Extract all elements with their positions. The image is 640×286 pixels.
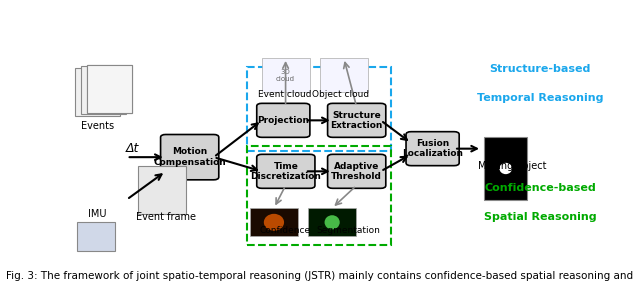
Text: Confidence: Confidence bbox=[259, 226, 310, 235]
FancyBboxPatch shape bbox=[484, 137, 527, 200]
Ellipse shape bbox=[499, 163, 512, 174]
FancyBboxPatch shape bbox=[257, 154, 315, 188]
Text: Event frame: Event frame bbox=[136, 212, 196, 222]
Text: Temporal Reasoning: Temporal Reasoning bbox=[477, 93, 604, 103]
Text: Motion
Compensation: Motion Compensation bbox=[154, 148, 226, 167]
Text: Structure
Extraction: Structure Extraction bbox=[330, 111, 383, 130]
Text: Moving object: Moving object bbox=[478, 161, 547, 171]
Text: Spatial Reasoning: Spatial Reasoning bbox=[484, 212, 596, 222]
Text: Confidence-based: Confidence-based bbox=[484, 183, 596, 193]
Text: IMU: IMU bbox=[88, 209, 107, 219]
FancyBboxPatch shape bbox=[328, 103, 386, 137]
Text: Segmentation: Segmentation bbox=[316, 226, 380, 235]
Ellipse shape bbox=[264, 214, 284, 231]
FancyBboxPatch shape bbox=[86, 65, 132, 113]
Text: Events: Events bbox=[81, 121, 114, 131]
FancyBboxPatch shape bbox=[81, 66, 126, 114]
Ellipse shape bbox=[324, 215, 340, 229]
FancyBboxPatch shape bbox=[328, 154, 386, 188]
FancyBboxPatch shape bbox=[86, 65, 132, 113]
FancyBboxPatch shape bbox=[250, 208, 298, 237]
Text: Structure-based: Structure-based bbox=[490, 64, 591, 74]
Text: Adaptive
Threshold: Adaptive Threshold bbox=[332, 162, 382, 181]
Text: Fusion
Localization: Fusion Localization bbox=[402, 139, 463, 158]
Text: Event cloud: Event cloud bbox=[258, 90, 311, 99]
FancyBboxPatch shape bbox=[77, 222, 115, 251]
FancyBboxPatch shape bbox=[406, 132, 459, 166]
Text: Time
Discretization: Time Discretization bbox=[250, 162, 321, 181]
Text: Projection: Projection bbox=[257, 116, 309, 125]
Text: Object cloud: Object cloud bbox=[312, 90, 369, 99]
FancyBboxPatch shape bbox=[257, 103, 310, 137]
FancyBboxPatch shape bbox=[138, 166, 186, 214]
FancyBboxPatch shape bbox=[320, 58, 368, 92]
FancyBboxPatch shape bbox=[262, 58, 310, 92]
Text: Fig. 3: The framework of joint spatio-temporal reasoning (JSTR) mainly contains : Fig. 3: The framework of joint spatio-te… bbox=[6, 271, 634, 281]
FancyBboxPatch shape bbox=[308, 208, 356, 237]
FancyBboxPatch shape bbox=[74, 68, 120, 116]
Bar bbox=[246, 67, 391, 152]
FancyBboxPatch shape bbox=[161, 134, 219, 180]
Text: Δt: Δt bbox=[126, 142, 140, 155]
Text: 3D
cloud: 3D cloud bbox=[276, 69, 295, 82]
Bar bbox=[246, 146, 391, 245]
